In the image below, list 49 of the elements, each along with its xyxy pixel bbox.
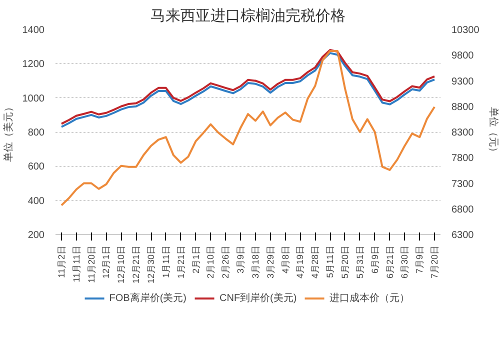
legend-label: CNF到岸价(美元) [220,292,297,305]
x-tick-label: 11月11日 [71,246,82,282]
x-tick-label: 3月18日 [250,245,260,279]
y-tick-label: 400 [28,196,45,207]
x-tick-label: 12月10日 [116,245,126,284]
x-tick-label: 2月10日 [206,245,216,279]
y-axis-title: 单位（美元） [2,102,14,162]
x-tick-label: 7月20日 [430,245,440,279]
y-tick-label: 1000 [22,93,45,104]
y2-tick-label: 8800 [452,102,474,113]
y2-tick-label: 10300 [452,25,480,36]
x-tick-label: 7月9日 [414,245,425,274]
x-tick-label: 12月30日 [146,245,156,284]
line-series [60,50,436,206]
x-tick-label: 5月31日 [354,245,365,279]
x-tick-label: 11月2日 [56,245,66,278]
y-tick-label: 600 [28,162,45,173]
y-tick-label: 200 [28,230,45,241]
chart-title: 马来西亚进口棕榈油完税价格 [150,8,346,24]
x-tick-label: 12月21日 [131,245,142,284]
y-tick-label: 1400 [22,25,45,36]
x-tick-label: 5月11日 [325,245,336,278]
x-tick-label: 6月30日 [400,245,410,279]
x-tick-label: 5月20日 [340,245,350,279]
x-tick-label: 11月20日 [86,245,96,283]
y2-tick-label: 9300 [452,76,474,88]
y2-tick-label: 9800 [452,50,474,62]
x-tick-label: 12月1日 [101,245,112,279]
y2-tick-label: 7800 [452,153,474,164]
x-tick-label: 4月28日 [310,245,320,279]
y2-tick-label: 6300 [452,230,474,241]
legend-label: FOB离岸价(美元) [109,292,186,305]
y2-axis-title: 单位（元） [487,107,500,157]
y2-tick-label: 7300 [452,178,474,190]
x-tick-label: 1月21日 [176,245,186,279]
y-tick-label: 800 [28,128,45,138]
y2-tick-label: 6800 [452,204,474,216]
x-tick-label: 1月11日 [160,245,171,278]
x-tick-label: 6月21日 [384,245,395,279]
x-tick-label: 6月9日 [370,245,380,274]
x-tick-label: 2月26日 [220,245,231,279]
legend-label: 进口成本价（元） [330,292,410,305]
y2-tick-label: 8300 [452,128,474,138]
x-tick-label: 4月19日 [295,245,306,279]
x-tick-label: 3月29日 [265,245,276,279]
y-tick-label: 1200 [22,59,45,70]
x-tick-label: 3月9日 [236,245,246,274]
x-tick-label: 2月1日 [190,245,201,274]
x-tick-label: 4月8日 [280,245,290,274]
